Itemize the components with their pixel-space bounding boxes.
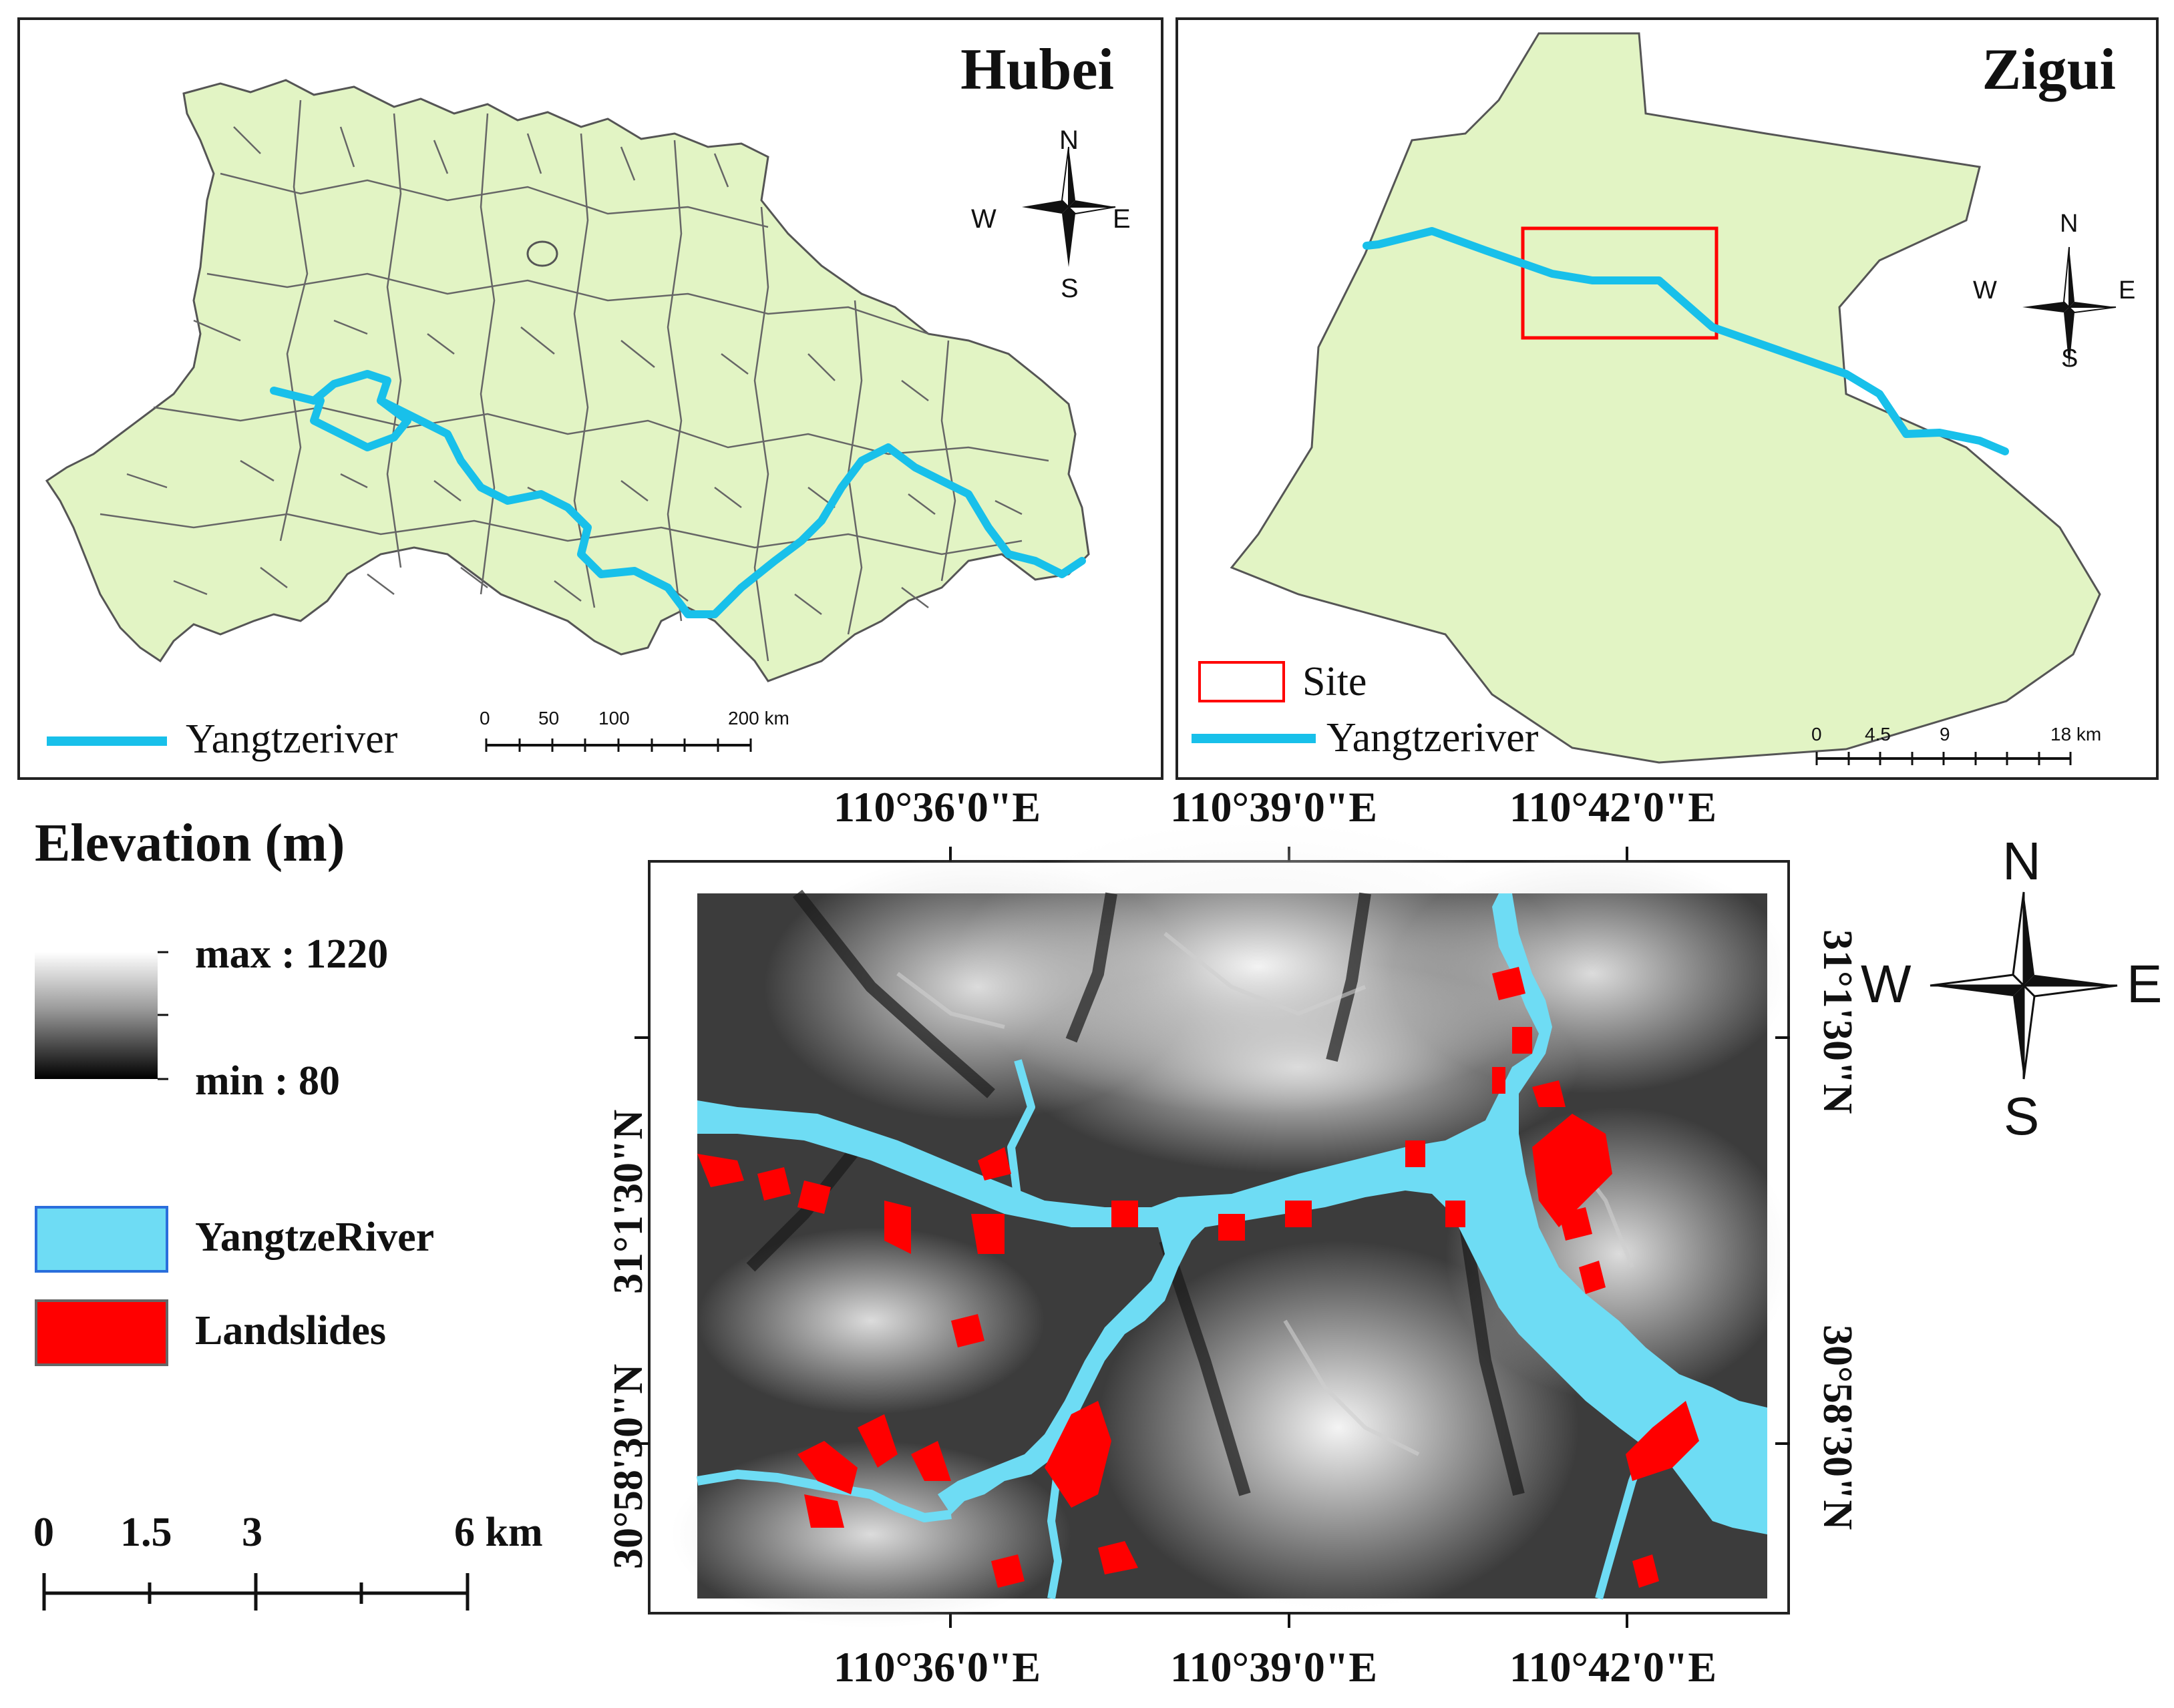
study-compass-n: N (2002, 831, 2041, 891)
lon-top-3: 110°42'0"E (1509, 783, 1717, 831)
study-compass-w: W (1861, 954, 1912, 1014)
zigui-outline (1230, 32, 2101, 764)
study-tributary-south (1047, 1467, 1062, 1600)
zigui-legend-river-label: Yangtzeriver (1326, 715, 1539, 761)
elevation-min-label: min : 80 (195, 1058, 340, 1104)
legend-river-label: YangtzeRiver (195, 1215, 435, 1260)
hubei-compass-s: S (1061, 274, 1079, 303)
hubei-scale-50: 50 (538, 708, 560, 728)
legend-landslide-swatch (35, 1299, 168, 1366)
hubei-compass-icon (1022, 146, 1116, 267)
legend-scale-0: 0 (33, 1510, 54, 1555)
elevation-title: Elevation (m) (35, 814, 345, 873)
zigui-scale-4-5: 4.5 (1865, 724, 1891, 744)
legend-scale-1-5: 1.5 (120, 1510, 172, 1555)
legend-landslide-label: Landslides (195, 1308, 387, 1353)
hubei-scale-100: 100 (598, 708, 630, 728)
hubei-outline (45, 79, 1090, 682)
zigui-compass-w: W (1973, 276, 1997, 304)
zigui-compass-e: E (2119, 276, 2136, 304)
study-compass-e: E (2127, 954, 2163, 1014)
elevation-ramp-ticks (158, 951, 168, 1080)
hubei-title: Hubei (960, 37, 1114, 102)
hubei-legend-river-label: Yangtzeriver (186, 716, 398, 762)
legend-scale-6: 6 km (454, 1510, 543, 1555)
lon-bottom-1: 110°36'0"E (834, 1643, 1041, 1691)
lat-right-2: 30°58'30"N (1815, 1325, 1860, 1530)
study-compass-icon (1930, 891, 2118, 1080)
elevation-ramp (35, 952, 158, 1079)
study-tributary-north (1007, 1059, 1035, 1201)
lon-bottom-2: 110°39'0"E (1170, 1643, 1378, 1691)
hubei-map-panel: Hubei N S W (17, 17, 1163, 780)
hubei-compass-n: N (1059, 126, 1079, 155)
zigui-scale-18: 18 km (2050, 724, 2102, 744)
hubei-scale-200: 200 km (728, 708, 789, 728)
zigui-compass-s: S (2061, 345, 2078, 373)
hubei-province-map (45, 79, 1090, 682)
zigui-legend-site-swatch (1198, 661, 1285, 702)
legend-scale-3: 3 (242, 1510, 262, 1555)
zigui-map-panel: Zigui N S W E Site Yangtzeriver 0 4.5 9 … (1175, 17, 2159, 780)
elevation-max-label: max : 1220 (195, 931, 389, 977)
zigui-legend-site-label: Site (1302, 659, 1367, 704)
study-compass-s: S (2004, 1086, 2040, 1146)
hubei-yangtze-river (270, 370, 1086, 618)
zigui-site-box (1521, 226, 1718, 340)
hubei-lake (526, 240, 558, 267)
lon-top-1: 110°36'0"E (834, 783, 1041, 831)
legend-river-swatch (35, 1206, 168, 1273)
elevation-valleys (746, 889, 1525, 1496)
zigui-scale-bar (1815, 752, 2072, 765)
zigui-title: Zigui (1982, 37, 2116, 102)
landslide-patches (697, 967, 1699, 1588)
zigui-compass-icon (2022, 246, 2117, 367)
zigui-yangtze-river (1363, 227, 2009, 455)
hubei-legend-river-swatch (47, 736, 167, 746)
hubei-county-boundaries (100, 99, 1049, 662)
hubei-scale-0: 0 (480, 708, 490, 728)
legend-scale-bar (42, 1573, 470, 1611)
zigui-compass-n: N (2060, 210, 2078, 238)
zigui-scale-9: 9 (1940, 724, 1950, 744)
hubei-compass-e: E (1113, 204, 1131, 234)
zigui-scale-0: 0 (1811, 724, 1822, 744)
zigui-legend-river-swatch (1192, 734, 1316, 743)
hubei-scale-bar (485, 738, 752, 752)
zigui-county-map (1230, 32, 2101, 764)
hubei-compass-w: W (971, 204, 997, 234)
lat-right-1: 31°1'30"N (1815, 929, 1860, 1114)
study-area-elevation-map (671, 820, 1793, 1628)
lon-bottom-3: 110°42'0"E (1509, 1643, 1717, 1691)
